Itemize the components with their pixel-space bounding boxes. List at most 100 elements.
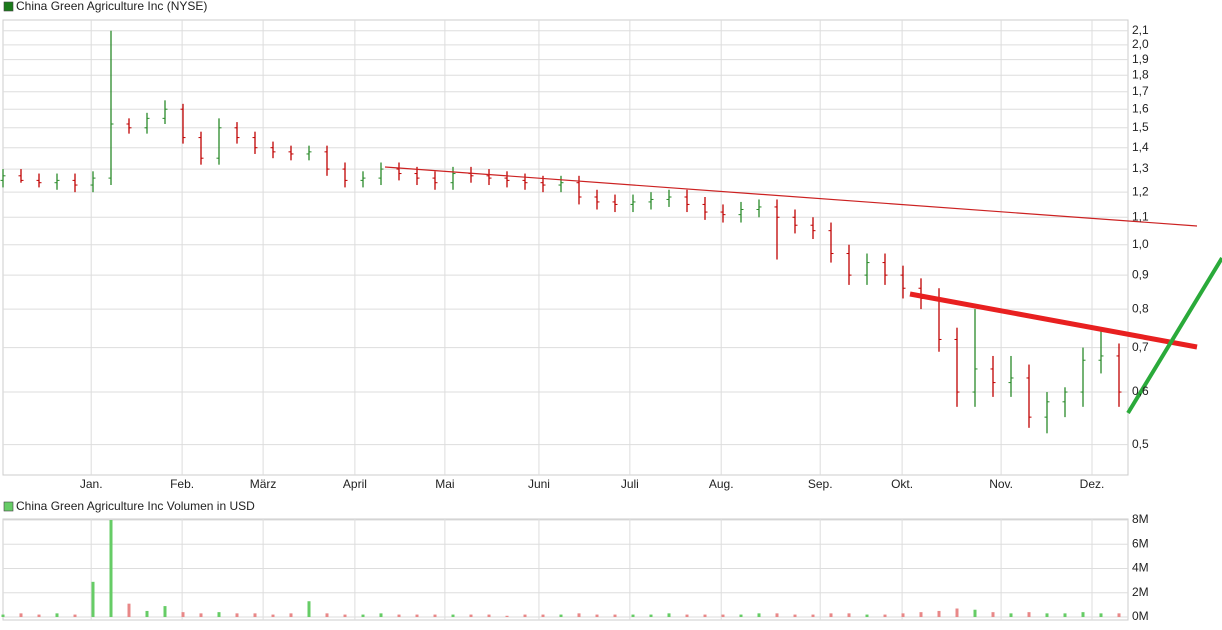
volume-bar xyxy=(289,613,293,617)
volume-bar xyxy=(973,609,977,617)
volume-bar xyxy=(613,614,617,617)
volume-bar xyxy=(361,614,365,617)
volume-bar xyxy=(829,613,833,617)
volume-bar xyxy=(199,613,203,617)
x-tick-label: Dez. xyxy=(1080,477,1105,491)
volume-bar xyxy=(73,614,77,617)
volume-bar xyxy=(379,613,383,617)
legend-swatch xyxy=(3,1,14,12)
volume-bar xyxy=(631,614,635,617)
y-tick-label: 4M xyxy=(1132,561,1149,575)
volume-bar xyxy=(991,612,995,617)
y-tick-label: 1,4 xyxy=(1132,140,1149,154)
volume-bar xyxy=(181,612,185,617)
volume-bar xyxy=(883,614,887,617)
y-tick-label: 0,5 xyxy=(1132,437,1149,451)
volume-bar xyxy=(415,614,419,617)
volume-bar xyxy=(433,614,437,617)
volume-bar xyxy=(271,614,275,617)
volume-bar xyxy=(793,614,797,617)
volume-bar xyxy=(649,614,653,617)
volume-bar xyxy=(145,610,149,617)
y-tick-label: 0,6 xyxy=(1132,384,1149,398)
volume-bar xyxy=(775,613,779,617)
volume-bar xyxy=(919,612,923,617)
volume-bar xyxy=(1,614,5,617)
volume-bar xyxy=(541,614,545,617)
grid xyxy=(3,20,1128,620)
x-tick-label: Juli xyxy=(621,477,639,491)
volume-bar xyxy=(469,614,473,617)
y-tick-label: 2,0 xyxy=(1132,37,1149,51)
x-tick-label: Juni xyxy=(528,477,550,491)
y-tick-label: 2,1 xyxy=(1132,23,1149,37)
volume-bar xyxy=(559,614,563,617)
volume-bar xyxy=(523,614,527,617)
volume-bar xyxy=(937,610,941,617)
volume-bar xyxy=(739,614,743,617)
legend-swatch xyxy=(3,501,14,512)
trend-line xyxy=(909,291,1198,350)
volume-bar xyxy=(1099,613,1103,617)
chart-title: China Green Agriculture Inc (NYSE) xyxy=(16,0,207,13)
volume-bar xyxy=(37,614,41,617)
y-tick-label: 0,8 xyxy=(1132,301,1149,315)
volume-bar xyxy=(811,614,815,617)
y-tick-label: 0M xyxy=(1132,609,1149,623)
y-tick-label: 0,7 xyxy=(1132,340,1149,354)
x-tick-label: Jan. xyxy=(80,477,103,491)
volume-bar xyxy=(109,520,113,617)
y-tick-label: 1,0 xyxy=(1132,237,1149,251)
price-frame xyxy=(2,19,1129,476)
volume-bar xyxy=(163,606,167,617)
y-tick-label: 1,7 xyxy=(1132,84,1149,98)
y-tick-label: 0,9 xyxy=(1132,267,1149,281)
volume-bar xyxy=(865,614,869,617)
y-tick-label: 8M xyxy=(1132,512,1149,526)
volume-bar xyxy=(55,613,59,617)
y-tick-label: 1,5 xyxy=(1132,120,1149,134)
volume-bar xyxy=(685,614,689,617)
x-tick-label: Nov. xyxy=(989,477,1013,491)
x-tick-label: April xyxy=(343,477,367,491)
y-tick-label: 1,2 xyxy=(1132,184,1149,198)
volume-bar xyxy=(757,613,761,617)
y-tick-label: 1,6 xyxy=(1132,101,1149,115)
x-tick-label: Sep. xyxy=(808,477,833,491)
volume-bar xyxy=(1063,613,1067,617)
x-tick-label: Okt. xyxy=(891,477,913,491)
volume-bar xyxy=(325,613,329,617)
marks xyxy=(0,30,1122,617)
volume-bar xyxy=(505,615,509,617)
x-tick-label: März xyxy=(250,477,277,491)
volume-bar xyxy=(397,614,401,617)
y-tick-label: 1,3 xyxy=(1132,161,1149,175)
chart-title: China Green Agriculture Inc Volumen in U… xyxy=(16,499,255,513)
volume-bar xyxy=(1081,612,1085,617)
x-tick-label: Mai xyxy=(435,477,454,491)
volume-bar xyxy=(253,613,257,617)
volume-bar xyxy=(721,614,725,617)
volume-bar xyxy=(91,581,95,617)
volume-bar xyxy=(667,613,671,617)
volume-bar xyxy=(1045,613,1049,617)
x-tick-label: Aug. xyxy=(709,477,734,491)
volume-frame xyxy=(2,518,1129,621)
volume-bar xyxy=(703,614,707,617)
y-tick-label: 1,1 xyxy=(1132,209,1149,223)
y-tick-label: 2M xyxy=(1132,585,1149,599)
volume-bar xyxy=(235,613,239,617)
volume-bar xyxy=(451,614,455,617)
volume-bar xyxy=(487,614,491,617)
trend-line xyxy=(384,166,1198,227)
volume-bar xyxy=(217,612,221,617)
volume-bar xyxy=(19,613,23,617)
volume-bar xyxy=(595,614,599,617)
volume-bar xyxy=(1027,612,1031,617)
y-tick-label: 6M xyxy=(1132,536,1149,550)
volume-bar xyxy=(955,608,959,617)
volume-bar xyxy=(847,613,851,617)
y-tick-label: 1,8 xyxy=(1132,67,1149,81)
trend-line xyxy=(1126,256,1222,415)
